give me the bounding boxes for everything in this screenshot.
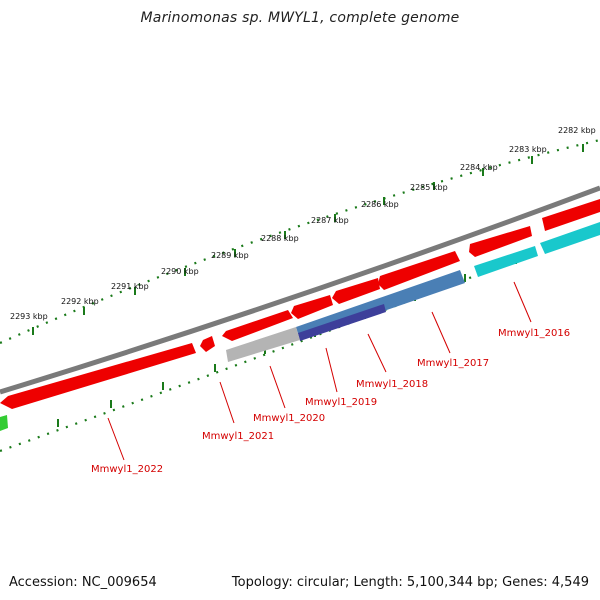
label-leaders xyxy=(107,281,532,461)
scale-label-2292: 2292 kbp xyxy=(61,297,99,306)
gene-feature xyxy=(200,336,215,352)
gene-feature xyxy=(222,310,293,341)
gene-label-2021: Mmwyl1_2021 xyxy=(202,431,274,442)
gene-feature xyxy=(298,304,386,341)
gene-label-2020: Mmwyl1_2020 xyxy=(253,413,325,424)
scale-label-2289: 2289 kbp xyxy=(211,251,249,260)
accession-text: Accession: NC_009654 xyxy=(9,575,157,590)
gene-feature xyxy=(378,251,460,290)
gene-feature xyxy=(291,295,333,319)
forward-genes xyxy=(0,199,600,409)
scale-label-2284: 2284 kbp xyxy=(460,163,498,172)
gene-feature xyxy=(469,226,532,257)
scale-label-2291: 2291 kbp xyxy=(111,282,149,291)
gene-feature xyxy=(474,246,538,277)
gene-labels: Mmwyl1_2016 Mmwyl1_2017 Mmwyl1_2018 Mmwy… xyxy=(91,328,570,475)
gene-label-2022: Mmwyl1_2022 xyxy=(91,464,163,475)
scale-label-2290: 2290 kbp xyxy=(161,267,199,276)
gene-feature xyxy=(540,222,600,254)
gene-feature xyxy=(0,343,196,409)
gene-label-2018: Mmwyl1_2018 xyxy=(356,379,428,390)
genome-backbone xyxy=(0,185,600,395)
gene-label-2016: Mmwyl1_2016 xyxy=(498,328,570,339)
scale-labels: 2282 kbp 2283 kbp 2284 kbp 2285 kbp 2286… xyxy=(10,126,596,321)
map-title: Marinomonas sp. MWYL1, complete genome xyxy=(140,10,460,26)
scale-label-2287: 2287 kbp xyxy=(311,216,349,225)
scale-label-2286: 2286 kbp xyxy=(361,200,399,209)
reverse-genes xyxy=(0,222,600,431)
gene-feature xyxy=(0,415,8,431)
scale-label-2283: 2283 kbp xyxy=(509,145,547,154)
scale-label-2285: 2285 kbp xyxy=(410,183,448,192)
gene-feature xyxy=(542,199,600,231)
genome-summary-text: Topology: circular; Length: 5,100,344 bp… xyxy=(231,575,589,590)
scale-label-2282: 2282 kbp xyxy=(558,126,596,135)
gene-feature xyxy=(332,278,380,304)
gene-label-2019: Mmwyl1_2019 xyxy=(305,397,377,408)
outer-major-ticks xyxy=(32,144,584,335)
gene-feature xyxy=(226,327,300,362)
scale-label-2293: 2293 kbp xyxy=(10,312,48,321)
scale-label-2288: 2288 kbp xyxy=(261,234,299,243)
gene-label-2017: Mmwyl1_2017 xyxy=(417,358,489,369)
